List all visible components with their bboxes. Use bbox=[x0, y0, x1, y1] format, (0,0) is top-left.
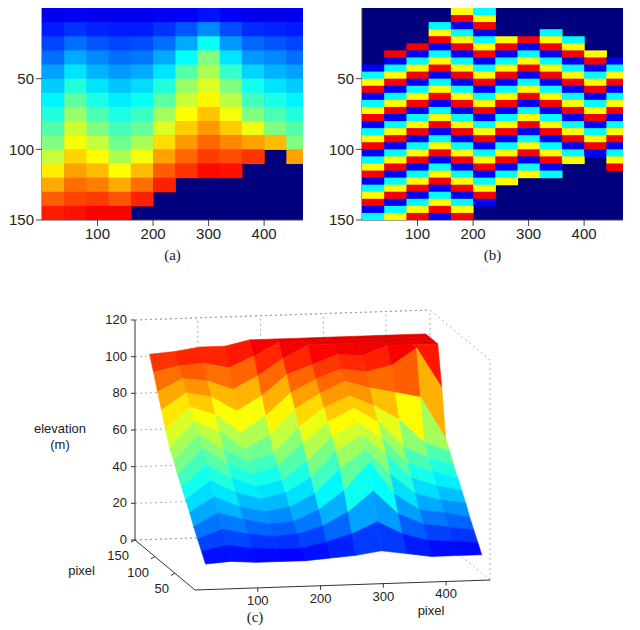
svg-text:400: 400 bbox=[435, 586, 457, 601]
svg-text:200: 200 bbox=[310, 591, 332, 606]
svg-text:pixel: pixel bbox=[68, 563, 95, 578]
svg-text:150: 150 bbox=[9, 211, 34, 228]
svg-text:100: 100 bbox=[405, 225, 430, 242]
svg-text:0: 0 bbox=[120, 532, 127, 547]
svg-text:200: 200 bbox=[461, 225, 486, 242]
svg-text:120: 120 bbox=[105, 312, 127, 327]
svg-text:300: 300 bbox=[372, 589, 394, 604]
html-text:(a): (a) bbox=[164, 247, 181, 263]
svg-text:300: 300 bbox=[516, 225, 541, 242]
svg-text:100: 100 bbox=[247, 593, 269, 608]
svg-text:200: 200 bbox=[141, 225, 166, 242]
svg-text:300: 300 bbox=[196, 225, 221, 242]
svg-text:100: 100 bbox=[127, 565, 149, 580]
svg-text:20: 20 bbox=[113, 495, 127, 510]
svg-text:100: 100 bbox=[105, 349, 127, 364]
svg-text:elevation(m): elevation(m) bbox=[34, 421, 86, 452]
svg-text:400: 400 bbox=[252, 225, 277, 242]
svg-text:150: 150 bbox=[329, 211, 354, 228]
svg-text:pixel: pixel bbox=[418, 603, 445, 618]
svg-text:100: 100 bbox=[85, 225, 110, 242]
html-text:(b): (b) bbox=[483, 247, 502, 263]
svg-text:50: 50 bbox=[17, 70, 34, 87]
svg-text:80: 80 bbox=[113, 385, 127, 400]
svg-text:100: 100 bbox=[9, 141, 34, 158]
svg-text:60: 60 bbox=[113, 422, 127, 437]
svg-text:150: 150 bbox=[107, 548, 129, 563]
svg-text:(c): (c) bbox=[247, 609, 264, 626]
svg-text:50: 50 bbox=[155, 581, 169, 596]
svg-text:50: 50 bbox=[337, 70, 354, 87]
svg-text:40: 40 bbox=[113, 459, 127, 474]
svg-text:400: 400 bbox=[572, 225, 597, 242]
svg-text:100: 100 bbox=[329, 141, 354, 158]
